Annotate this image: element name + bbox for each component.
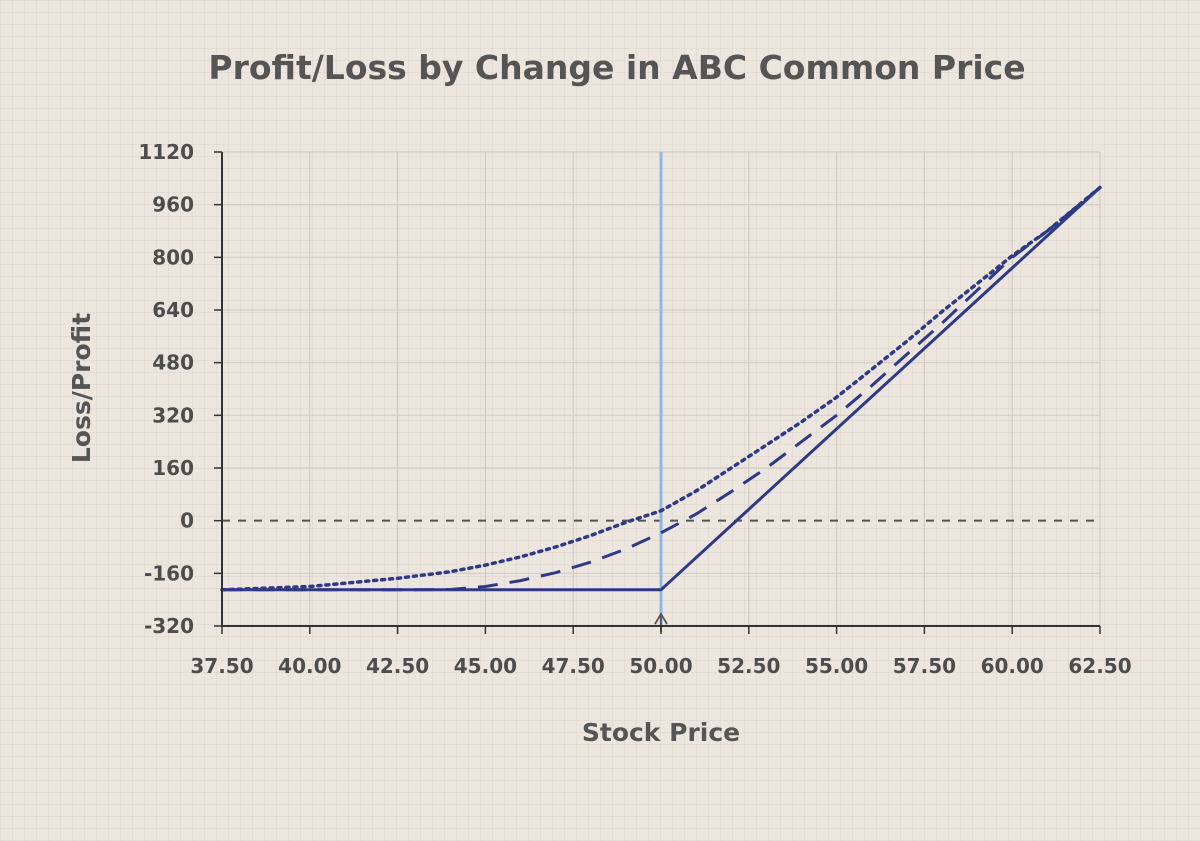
y-axis-label: Loss/Profit (67, 313, 96, 463)
y-tick-label: -160 (144, 561, 194, 585)
series-lines (220, 185, 1102, 592)
y-tick-label: 320 (152, 403, 194, 427)
y-tick-label: 960 (152, 193, 194, 217)
x-tick-label: 55.00 (805, 654, 868, 678)
x-axis-label: Stock Price (582, 718, 740, 747)
x-tick-label: 52.50 (717, 654, 780, 678)
x-tick-label: 37.50 (190, 654, 253, 678)
y-tick-label: 160 (152, 456, 194, 480)
x-tick-label: 47.50 (542, 654, 605, 678)
axes (214, 151, 1101, 634)
x-tick-label: 57.50 (893, 654, 956, 678)
y-tick-label: -320 (144, 614, 194, 638)
x-tick-label: 50.00 (629, 654, 692, 678)
tick-labels: 37.50 40.00 42.50 45.00 47.50 50.00 52.50 55.00… (138, 140, 1131, 678)
y-tick-label: 480 (152, 351, 194, 375)
x-tick-label: 60.00 (981, 654, 1044, 678)
x-tick-label: 40.00 (278, 654, 341, 678)
series-line-dotted (220, 185, 1102, 592)
y-tick-label: 1120 (138, 140, 194, 164)
reference-lines (222, 152, 1100, 632)
x-tick-label: 45.00 (454, 654, 517, 678)
y-tick-label: 800 (152, 245, 194, 269)
y-tick-label: 640 (152, 298, 194, 322)
chart-title: Profit/Loss by Change in ABC Common Pric… (208, 48, 1026, 87)
y-tick-label: 0 (180, 509, 194, 533)
x-tick-label: 42.50 (366, 654, 429, 678)
x-tick-label: 62.50 (1068, 654, 1131, 678)
